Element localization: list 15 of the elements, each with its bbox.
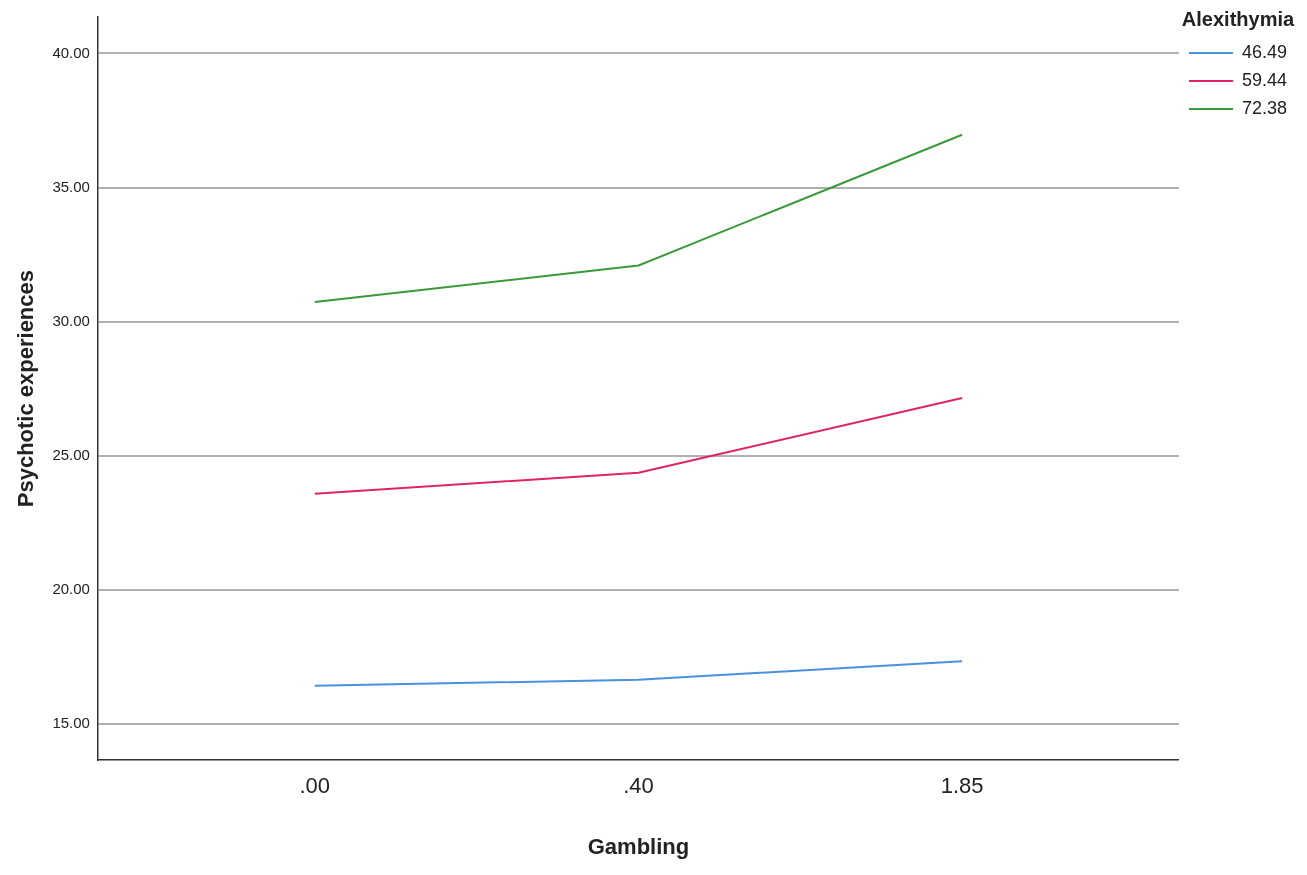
legend-label: 46.49 [1241,41,1287,62]
y-tick-label: 30.00 [52,311,90,329]
x-axis-title: Gambling [587,833,690,859]
y-axis-title: Psychotic experiences [13,269,39,508]
x-tick-label: 1.85 [940,773,984,799]
legend-title: Alexithymia [1181,7,1295,30]
y-tick-label: 35.00 [52,177,90,195]
legend-label: 72.38 [1241,97,1287,118]
x-tick-label: .40 [623,773,654,799]
legend-label: 59.44 [1241,69,1287,90]
y-tick-label: 25.00 [52,445,90,463]
y-tick-label: 15.00 [52,713,90,731]
y-tick-label: 40.00 [52,43,90,61]
x-tick-label: .00 [299,773,331,799]
y-tick-label: 20.00 [52,579,90,597]
